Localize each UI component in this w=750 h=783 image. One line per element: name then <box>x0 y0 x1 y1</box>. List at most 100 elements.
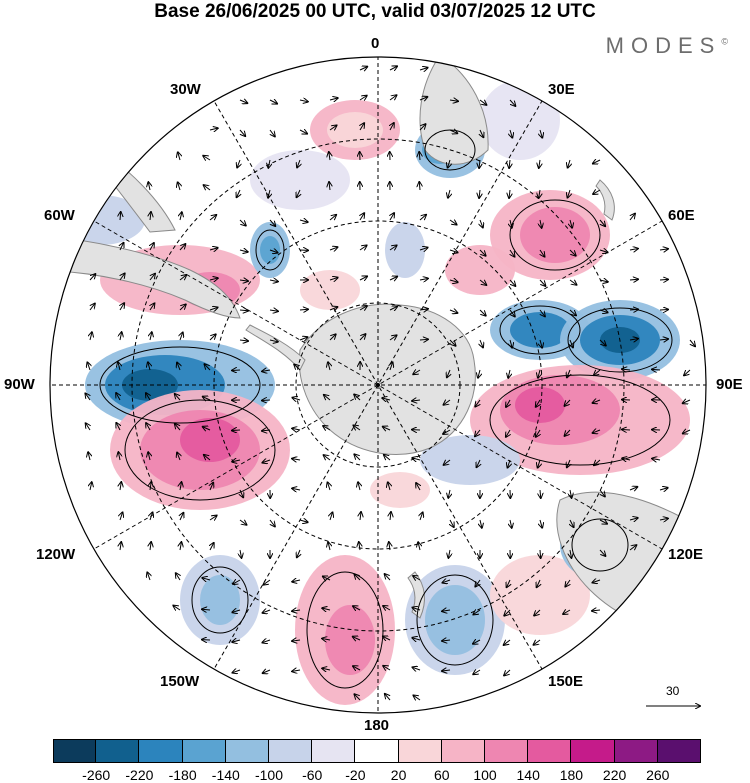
wind-arrow <box>204 364 211 371</box>
colorbar-segment <box>139 739 183 763</box>
wind-arrow <box>540 249 545 257</box>
wind-arrow <box>534 609 541 615</box>
wind-arrow <box>89 274 95 281</box>
anomaly-patch <box>200 575 240 625</box>
wind-arrow <box>412 400 421 401</box>
wind-arrow <box>202 609 211 610</box>
wind-arrow <box>147 572 150 581</box>
wind-arrow <box>90 304 95 311</box>
wind-arrow <box>150 303 154 311</box>
wind-arrow <box>120 482 121 491</box>
lon-label-60w: 60W <box>44 207 75 224</box>
wind-arrow <box>412 458 421 460</box>
wind-arrow <box>263 670 271 673</box>
wind-arrow <box>148 452 150 461</box>
wind-arrow <box>419 152 420 161</box>
colorbar-segment <box>571 739 615 763</box>
wind-arrow <box>329 247 337 250</box>
wind-arrow <box>419 97 427 100</box>
wind-arrow <box>540 519 542 528</box>
wind-arrow <box>359 276 367 280</box>
map-disk <box>50 57 706 713</box>
wind-arrow <box>593 160 601 164</box>
wind-arrow <box>330 512 332 521</box>
anomaly-patch <box>180 418 240 462</box>
wind-arrow <box>540 309 545 316</box>
wind-arrow <box>329 125 337 130</box>
wind-arrow <box>389 245 397 250</box>
anomaly-patch <box>250 150 350 210</box>
wind-arrow <box>690 339 695 346</box>
wind-arrow <box>599 520 607 524</box>
wind-arrow <box>593 430 601 433</box>
lon-label-180: 180 <box>364 717 390 734</box>
wind-arrow <box>262 400 271 401</box>
colorbar-frame <box>53 739 701 763</box>
wind-arrow <box>412 607 421 610</box>
wind-arrow <box>120 243 124 251</box>
wind-arrow <box>540 219 542 228</box>
wind-arrow <box>447 369 450 377</box>
wind-arrow <box>385 574 391 581</box>
wind-arrow <box>239 250 248 252</box>
wind-arrow <box>419 124 426 131</box>
wind-arrow <box>150 243 154 251</box>
colorbar-tick-label: 60 <box>434 767 450 783</box>
colorbar-segment <box>225 739 269 763</box>
wind-arrow <box>477 459 480 467</box>
wind-arrow <box>120 274 125 281</box>
wind-arrow <box>269 310 278 311</box>
wind-arrow <box>262 430 271 431</box>
anomaly-patch <box>510 312 570 348</box>
wind-arrow <box>269 100 277 104</box>
wind-arrow <box>475 399 480 406</box>
wind-arrow <box>539 159 540 168</box>
wind-arrow <box>419 278 428 280</box>
colorbar-segment <box>398 739 442 763</box>
wind-arrow <box>329 278 338 280</box>
wind-arrow <box>329 152 330 161</box>
wind-arrow <box>209 516 217 520</box>
wind-arrow <box>146 393 150 401</box>
wind-arrow <box>324 455 331 460</box>
wind-arrow <box>419 215 426 221</box>
wind-arrow <box>480 129 483 137</box>
wind-arrow <box>237 189 240 197</box>
wind-arrow <box>599 339 606 346</box>
wind-arrow <box>299 309 308 310</box>
wind-arrow <box>539 189 540 198</box>
colorbar-tick-label: -100 <box>254 767 284 783</box>
colorbar-tick-label: -140 <box>211 767 240 783</box>
anomaly-patch <box>445 245 515 295</box>
wind-arrow <box>354 574 361 581</box>
wind-arrow <box>510 309 515 316</box>
wind-arrow <box>299 337 307 340</box>
wind-arrow <box>600 489 605 496</box>
wind-arrow <box>565 399 571 406</box>
wind-arrow <box>359 96 367 100</box>
wind-arrow <box>448 159 450 168</box>
wind-arrow <box>269 340 278 342</box>
wind-arrow <box>479 280 486 285</box>
wind-arrow <box>413 370 421 374</box>
wind-arrow <box>358 482 360 491</box>
anomaly-patch <box>420 435 520 485</box>
latitude-circle <box>213 220 543 550</box>
colorbar <box>53 739 701 763</box>
colorbar-tick-label: 140 <box>516 767 540 783</box>
wind-arrow <box>475 429 480 436</box>
wind-arrow <box>449 310 457 313</box>
wind-arrow <box>353 666 361 670</box>
anomaly-patch <box>325 605 375 675</box>
wind-arrow <box>420 512 423 521</box>
wind-arrow <box>150 332 152 341</box>
wind-arrow <box>540 129 542 138</box>
wind-arrow <box>269 280 278 282</box>
lon-label-150e: 150E <box>548 673 584 690</box>
wind-arrow <box>389 306 397 310</box>
wind-arrow <box>359 306 367 310</box>
wind-arrow <box>479 189 480 198</box>
wind-arrow <box>593 400 601 403</box>
wind-arrow <box>416 483 420 491</box>
wind-arrow <box>563 610 571 614</box>
